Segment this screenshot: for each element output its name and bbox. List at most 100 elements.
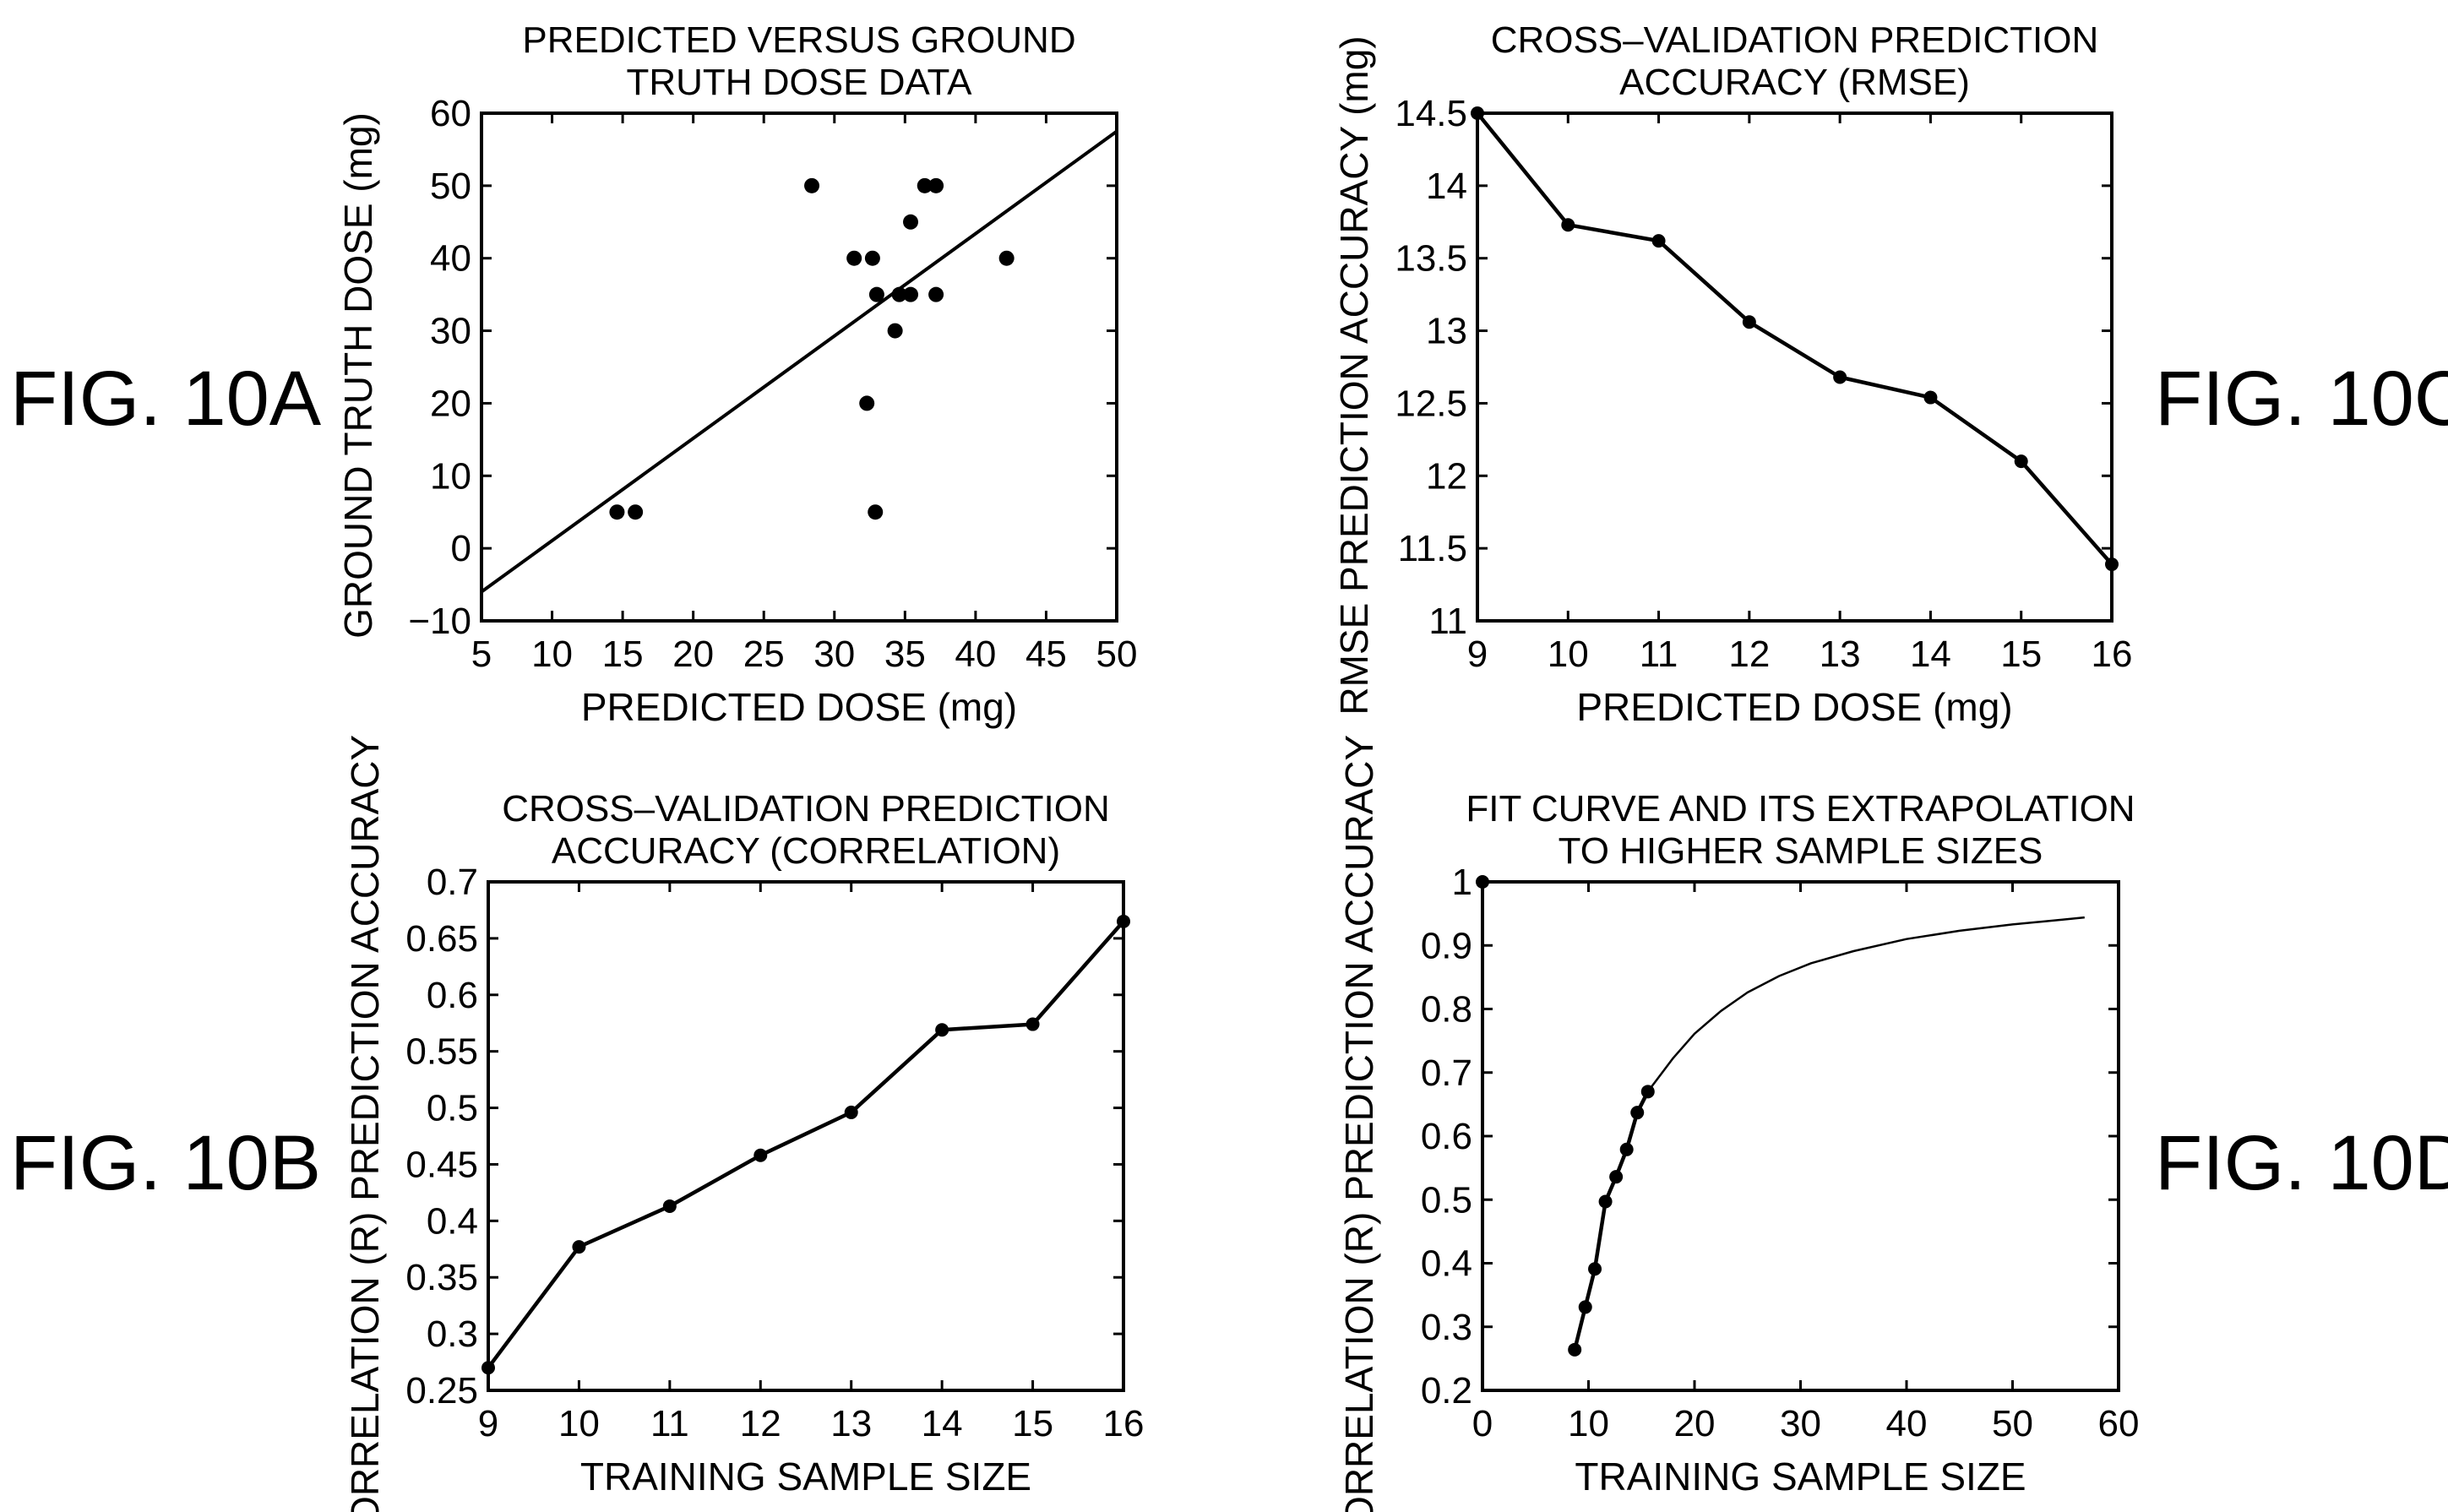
x-tick-label: 60	[2098, 1403, 2140, 1444]
data-point	[1651, 234, 1666, 248]
x-tick-label: 9	[478, 1403, 498, 1444]
y-tick-label: 13	[1426, 311, 1467, 352]
fig-10d-label: FIG. 10D	[2155, 1120, 2448, 1206]
y-tick-label: 60	[430, 93, 471, 134]
y-tick-label: 0.45	[405, 1144, 478, 1185]
y-tick-label: 0.7	[427, 862, 478, 903]
scatter-point	[917, 177, 933, 193]
data-point	[1476, 875, 1489, 889]
data-point	[1568, 1342, 1582, 1357]
fit-line	[480, 129, 1118, 594]
y-tick-label: 14.5	[1395, 93, 1467, 134]
y-axis-label: RMSE PREDICTION ACCURACY (mg)	[1332, 35, 1376, 715]
x-tick-label: 10	[531, 634, 573, 675]
x-tick-label: 11	[1640, 634, 1678, 675]
series-line	[487, 920, 1125, 1369]
series-line	[1646, 916, 2085, 1093]
scatter-point	[859, 395, 875, 411]
x-tick-label: 10	[1548, 634, 1589, 675]
y-tick-label: 10	[430, 455, 471, 497]
data-point	[1619, 1142, 1634, 1156]
scatter-point	[804, 177, 820, 193]
x-tick-label: 13	[830, 1403, 872, 1444]
x-tick-label: 30	[813, 634, 855, 675]
scatter-point	[891, 286, 907, 302]
scatter-point	[928, 177, 944, 193]
data-point	[481, 1361, 495, 1375]
x-tick-label: 12	[740, 1403, 781, 1444]
y-tick-label: 50	[430, 166, 471, 207]
plot-frame-d	[1481, 880, 2120, 1392]
y-tick-label: 0.55	[405, 1031, 478, 1073]
data-point	[572, 1240, 586, 1254]
scatter-point	[864, 250, 880, 266]
y-tick-label: 11	[1428, 601, 1467, 642]
y-tick-label: 0.8	[1421, 989, 1472, 1031]
x-tick-label: 40	[1886, 1403, 1928, 1444]
scatter-point	[609, 504, 625, 520]
y-tick-label: 13.5	[1395, 238, 1467, 280]
data-point	[844, 1105, 858, 1119]
y-tick-label: 30	[430, 311, 471, 352]
x-tick-label: 50	[1096, 634, 1138, 675]
x-tick-label: 35	[884, 634, 926, 675]
data-point	[1117, 914, 1130, 928]
y-tick-label: 1	[1452, 862, 1472, 903]
chart-title-line: TRUTH DOSE DATA	[626, 62, 972, 103]
x-tick-label: 20	[1674, 1403, 1716, 1444]
scatter-point	[887, 323, 903, 339]
y-tick-label: 0.7	[1421, 1052, 1472, 1094]
y-tick-label: 0.5	[427, 1088, 478, 1129]
x-tick-label: 40	[955, 634, 996, 675]
y-tick-label: 14	[1426, 166, 1467, 207]
x-tick-label: 20	[672, 634, 714, 675]
fig-10a-label: FIG. 10A	[10, 356, 322, 442]
x-tick-label: 11	[650, 1403, 689, 1444]
scatter-point	[868, 504, 884, 520]
y-tick-label: 0.6	[1421, 1116, 1472, 1157]
chart-title-line: PREDICTED VERSUS GROUND	[522, 19, 1075, 61]
data-point	[2014, 454, 2028, 469]
data-point	[1742, 315, 1756, 329]
x-axis-label: PREDICTED DOSE (mg)	[581, 685, 1017, 729]
x-tick-label: 30	[1780, 1403, 1821, 1444]
data-point	[935, 1023, 949, 1037]
y-tick-label: 11.5	[1398, 528, 1467, 569]
scatter-point	[846, 250, 862, 266]
chart-title-line: CROSS–VALIDATION PREDICTION	[1491, 19, 2099, 61]
scatter-point	[903, 214, 919, 230]
x-tick-label: 0	[1472, 1403, 1493, 1444]
data-point	[1923, 390, 1938, 405]
y-tick-label: 0.6	[427, 975, 478, 1016]
y-axis-label: GROUND TRUTH DOSE (mg)	[336, 112, 380, 639]
x-tick-label: 45	[1025, 634, 1067, 675]
x-tick-label: 5	[471, 634, 492, 675]
scatter-point	[928, 286, 944, 302]
data-point	[1578, 1300, 1592, 1314]
x-tick-label: 12	[1728, 634, 1770, 675]
x-axis-label: PREDICTED DOSE (mg)	[1576, 685, 2012, 729]
plot-frame-c	[1476, 111, 2113, 623]
y-tick-label: 0.4	[427, 1200, 478, 1242]
scatter-point	[868, 286, 884, 302]
data-point	[1471, 106, 1484, 120]
scatter-point	[903, 286, 919, 302]
y-tick-label: 20	[430, 383, 471, 424]
x-tick-label: 16	[2092, 634, 2133, 675]
x-tick-label: 15	[2000, 634, 2042, 675]
data-point	[1561, 218, 1575, 232]
fig-10b-label: FIG. 10B	[10, 1120, 322, 1206]
y-tick-label: 12.5	[1395, 383, 1467, 424]
x-tick-label: 14	[1910, 634, 1951, 675]
x-tick-label: 14	[922, 1403, 963, 1444]
y-tick-label: 0.3	[427, 1313, 478, 1355]
y-tick-label: 0	[451, 528, 471, 569]
chart-title-line: ACCURACY (CORRELATION)	[552, 830, 1060, 872]
y-tick-label: 0.65	[405, 918, 478, 960]
chart-title-line: FIT CURVE AND ITS EXTRAPOLATION	[1466, 788, 2135, 829]
x-tick-label: 16	[1103, 1403, 1145, 1444]
